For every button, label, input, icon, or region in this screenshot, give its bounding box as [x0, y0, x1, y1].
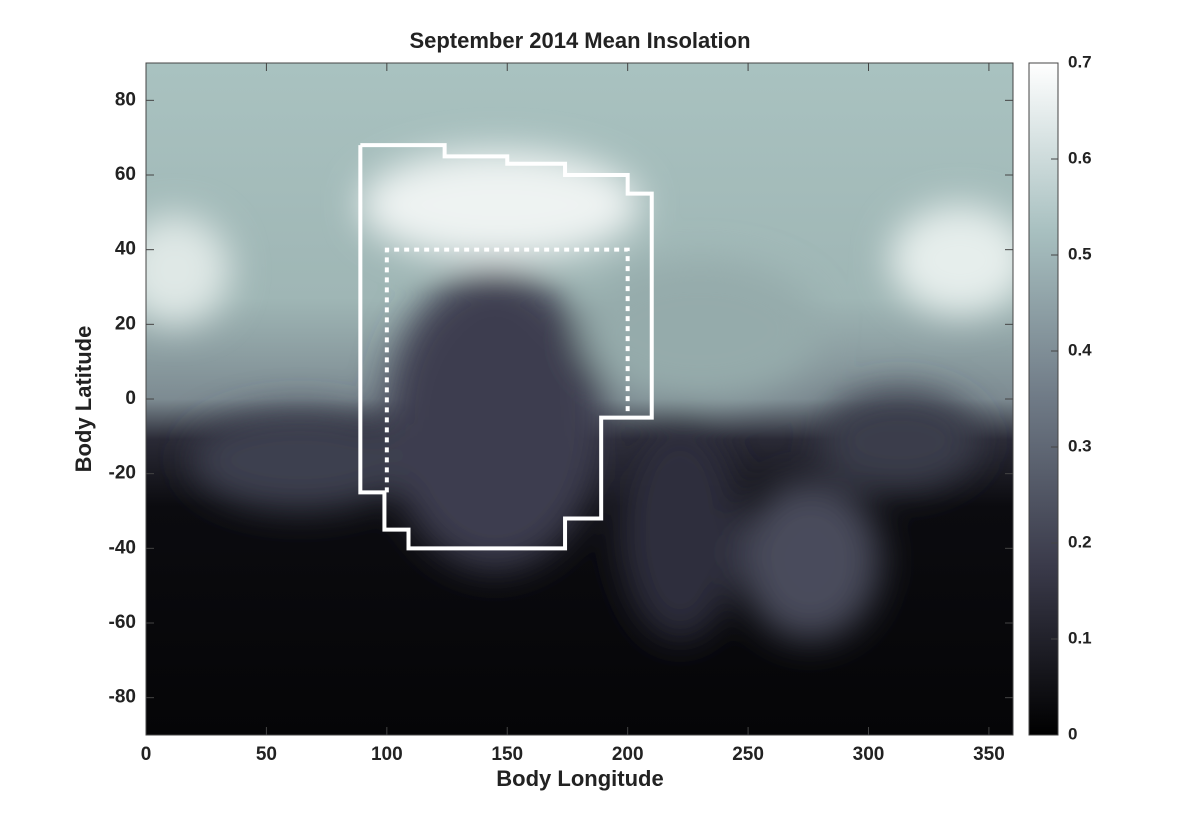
- x-tick-label: 150: [491, 744, 523, 765]
- y-axis-label: Body Latitude: [71, 326, 96, 473]
- colorbar-tick-label: 0.1: [1068, 628, 1092, 647]
- x-axis-label: Body Longitude: [496, 766, 663, 791]
- colorbar-tick-label: 0: [1068, 724, 1077, 743]
- colorbar-tick-label: 0.7: [1068, 52, 1092, 71]
- x-tick-label: 100: [371, 744, 403, 765]
- x-tick-label: 50: [256, 744, 277, 765]
- x-tick-label: 350: [973, 744, 1005, 765]
- y-tick-label: -40: [109, 537, 136, 558]
- x-tick-label: 200: [612, 744, 644, 765]
- y-tick-label: -80: [109, 687, 136, 708]
- y-tick-label: 20: [115, 313, 136, 334]
- colorbar-tick-label: 0.4: [1068, 340, 1092, 359]
- chart-title: September 2014 Mean Insolation: [409, 28, 750, 53]
- y-tick-label: 40: [115, 239, 136, 260]
- region-outline: [384, 247, 630, 493]
- y-tick-label: -20: [109, 463, 136, 484]
- y-tick-label: 60: [115, 164, 136, 185]
- x-tick-label: 0: [141, 744, 152, 765]
- colorbar-tick-label: 0.5: [1068, 244, 1092, 263]
- x-tick-label: 300: [853, 744, 885, 765]
- region-outline: [358, 143, 654, 551]
- colorbar: [1028, 62, 1059, 736]
- colorbar-tick-label: 0.6: [1068, 148, 1092, 167]
- y-tick-label: -60: [109, 612, 136, 633]
- insolation-map: [146, 63, 1013, 735]
- y-tick-label: 80: [115, 89, 136, 110]
- x-tick-label: 250: [732, 744, 764, 765]
- colorbar-tick-label: 0.2: [1068, 532, 1092, 551]
- colorbar-tick-label: 0.3: [1068, 436, 1092, 455]
- y-tick-label: 0: [125, 388, 136, 409]
